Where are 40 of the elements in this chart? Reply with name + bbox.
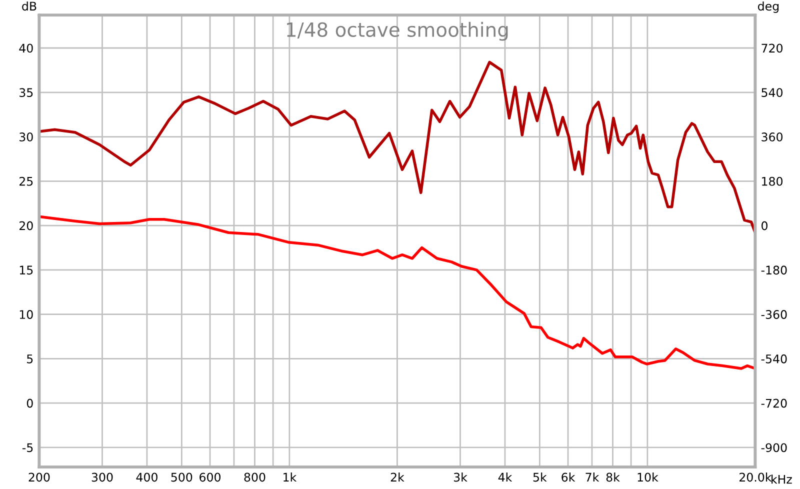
x-tick-label: 600 bbox=[200, 472, 220, 482]
y-tick-label: 30 bbox=[20, 132, 33, 142]
chart-title: 1/48 octave smoothing bbox=[287, 22, 508, 41]
x-tick-label: 4k bbox=[498, 472, 512, 482]
y-axis-title: dB bbox=[22, 1, 36, 11]
x-tick-label: 800 bbox=[244, 472, 266, 482]
y-tick-label: 20 bbox=[19, 221, 33, 230]
y-tick-label: 0 bbox=[26, 398, 33, 408]
y2-tick-label: 720 bbox=[762, 44, 783, 53]
x-tick-label: 500 bbox=[171, 472, 192, 482]
y2-tick-label: -540 bbox=[761, 354, 787, 364]
x-tick-label: 300 bbox=[92, 472, 113, 482]
y2-tick-label: -900 bbox=[761, 443, 787, 452]
x-tick-label: 1k bbox=[284, 472, 297, 482]
y-tick-label: 5 bbox=[27, 354, 33, 364]
x-tick-label: 20.0k bbox=[740, 472, 772, 482]
y-tick-label: 40 bbox=[19, 44, 33, 53]
x-tick-label: 200 bbox=[28, 472, 50, 482]
y2-tick-label: 360 bbox=[762, 132, 783, 142]
y2-tick-label: 180 bbox=[762, 176, 783, 186]
x-tick-label: 2k bbox=[390, 472, 404, 482]
y2-tick-label: -180 bbox=[761, 266, 787, 275]
y-tick-label: 15 bbox=[20, 266, 33, 275]
y2-tick-label: -720 bbox=[761, 398, 787, 408]
y2-axis-title: deg bbox=[758, 1, 779, 13]
x-tick-label: 6k bbox=[562, 472, 576, 482]
x-tick-label: 10k bbox=[638, 472, 658, 482]
x-tick-label: 3k bbox=[454, 472, 468, 482]
y-tick-label: 10 bbox=[20, 310, 33, 319]
y-tick-label: 35 bbox=[20, 88, 33, 98]
y2-tick-label: -360 bbox=[761, 310, 787, 319]
x-tick-label: 8k bbox=[606, 472, 620, 482]
y2-tick-label: 0 bbox=[762, 221, 768, 230]
y-tick-label: -5 bbox=[22, 443, 33, 452]
x-tick-label: 5k bbox=[533, 472, 547, 482]
x-tick-label: 7k bbox=[586, 472, 600, 482]
x-axis-title: kHz bbox=[772, 474, 792, 484]
y2-tick-label: 540 bbox=[762, 88, 783, 98]
y-tick-label: 25 bbox=[19, 176, 33, 186]
x-tick-label: 400 bbox=[136, 472, 158, 482]
